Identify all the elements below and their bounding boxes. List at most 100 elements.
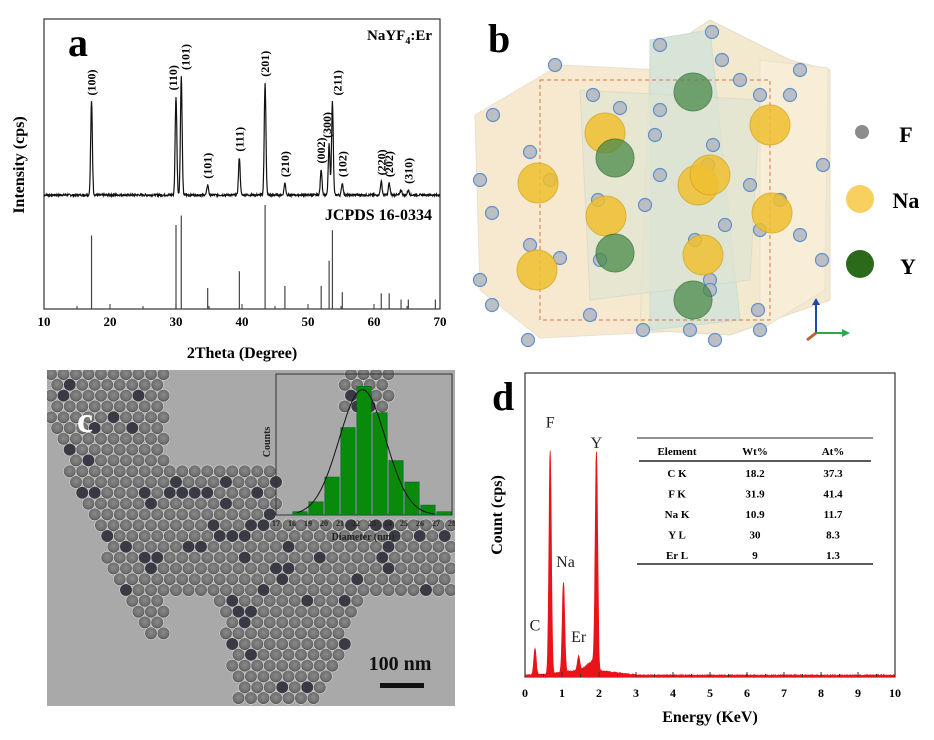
nanoparticle	[100, 551, 114, 565]
nanoparticle	[219, 540, 233, 554]
nanoparticle	[175, 464, 189, 478]
nanoparticle	[144, 475, 158, 489]
nanoparticle	[244, 561, 258, 575]
x-tick-label: 1	[559, 686, 565, 700]
reference-label: JCPDS 16-0334	[325, 207, 432, 224]
nanoparticle	[175, 551, 189, 565]
f-atom	[714, 52, 730, 68]
nanoparticle	[150, 442, 164, 457]
nanoparticle	[406, 561, 421, 575]
f-atom	[472, 172, 488, 188]
nanoparticle	[413, 572, 427, 586]
nanoparticle	[356, 583, 371, 597]
nanoparticle	[113, 507, 127, 521]
nanoparticle	[100, 442, 114, 457]
nanoparticle	[275, 659, 289, 673]
nanoparticle	[219, 497, 233, 511]
nanoparticle	[131, 540, 146, 554]
nanoparticle	[425, 572, 439, 586]
nanoparticle	[50, 378, 64, 392]
table-cell: C K	[667, 468, 687, 480]
nanoparticle	[200, 507, 214, 521]
nanoparticle	[263, 486, 277, 500]
nanoparticle	[413, 529, 427, 543]
nanoparticle	[263, 680, 277, 694]
na-atom	[682, 234, 724, 276]
f-atom	[520, 332, 536, 348]
nanoparticle	[325, 594, 339, 608]
nanoparticle	[306, 561, 321, 575]
peak-label: F	[546, 415, 555, 432]
nanoparticle	[181, 561, 196, 575]
f-atom	[752, 87, 768, 103]
x-tick-label: 5	[707, 686, 713, 700]
table-cell: 18.2	[745, 468, 765, 480]
nanoparticle	[100, 507, 114, 521]
nanoparticle	[300, 551, 314, 565]
f-atom	[585, 87, 601, 103]
histogram-bar	[404, 481, 420, 516]
scale-bar-label: 100 nm	[369, 653, 432, 675]
nanoparticle	[281, 561, 296, 575]
nanoparticle	[250, 464, 264, 478]
f-atom	[647, 127, 663, 143]
nanoparticle	[200, 572, 214, 586]
nanoparticle	[113, 464, 127, 478]
nanoparticle	[225, 659, 239, 673]
nanoparticle	[131, 475, 146, 489]
table-cell: 11.7	[824, 509, 843, 521]
nanoparticle	[250, 594, 264, 608]
nanoparticle	[213, 594, 227, 608]
peak-label: (300)	[320, 112, 334, 138]
nanoparticle	[113, 486, 127, 500]
nanoparticle	[244, 691, 258, 705]
nanoparticle	[113, 551, 127, 565]
peak-label: (002)	[314, 138, 328, 164]
y-atom	[595, 138, 635, 178]
nanoparticle	[275, 529, 289, 543]
histogram-x-tick-label: 28	[448, 519, 455, 528]
nanoparticle	[231, 669, 246, 684]
na-atom	[516, 249, 558, 291]
nanoparticle	[281, 605, 296, 619]
nanoparticle	[269, 605, 283, 619]
nanoparticle	[200, 529, 214, 543]
nanoparticle	[144, 605, 158, 619]
nanoparticle	[163, 464, 177, 478]
nanoparticle	[119, 475, 133, 489]
nanoparticle	[256, 475, 271, 489]
peak-label: (110)	[166, 65, 180, 90]
nanoparticle	[331, 648, 346, 662]
nanoparticle	[131, 561, 146, 575]
nanoparticle	[206, 475, 221, 489]
nanoparticle	[94, 518, 108, 532]
nanoparticle	[225, 572, 239, 586]
nanoparticle	[175, 486, 189, 500]
nanoparticle	[338, 572, 352, 586]
nanoparticle	[144, 518, 158, 532]
nanoparticle	[194, 475, 208, 489]
nanoparticle	[256, 626, 271, 640]
f-atom	[782, 87, 798, 103]
nanoparticle	[256, 669, 271, 684]
nanoparticle	[438, 551, 452, 565]
nanoparticle	[294, 540, 308, 554]
nanoparticle	[331, 605, 346, 619]
nanoparticle	[219, 561, 233, 575]
nanoparticle	[150, 551, 164, 565]
f-atom	[652, 167, 668, 183]
table-cell: 1.3	[826, 550, 840, 562]
histogram-bar	[340, 427, 356, 516]
f-atom	[652, 37, 668, 53]
nanoparticle	[213, 529, 227, 543]
x-tick-label: 0	[522, 686, 528, 700]
nanoparticle	[213, 551, 227, 565]
peak-label: (310)	[401, 158, 415, 184]
histogram-x-tick-label: 19	[304, 519, 312, 528]
nanoparticle	[206, 561, 221, 575]
nanoparticle	[319, 669, 333, 684]
legend-swatch-na	[846, 185, 874, 213]
nanoparticle	[63, 378, 77, 392]
peak-label: (202)	[382, 151, 396, 177]
nanoparticle	[338, 637, 352, 651]
